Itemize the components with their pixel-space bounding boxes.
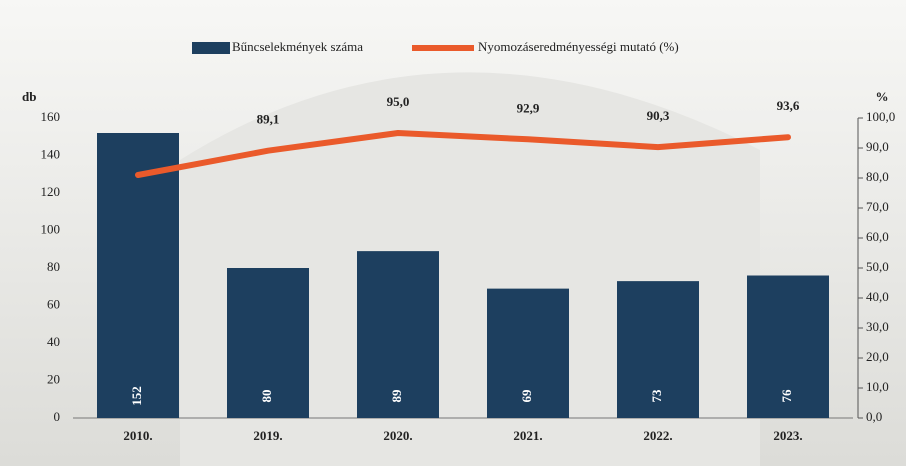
y-tick-label: 40 (47, 334, 60, 349)
bar-value-label: 69 (519, 389, 534, 403)
y2-tick-label: 20,0 (866, 349, 889, 364)
bar (357, 251, 439, 418)
y2-tick-label: 80,0 (866, 169, 889, 184)
line-value-label: 90,3 (647, 108, 670, 123)
bar-value-label: 89 (389, 389, 404, 403)
y2-tick-label: 60,0 (866, 229, 889, 244)
line-value-label: 92,9 (517, 100, 540, 115)
y-tick-label: 100 (41, 221, 61, 236)
bar-value-label: 152 (129, 386, 144, 406)
y2-axis-label: % (876, 89, 889, 104)
bar-value-label: 80 (259, 390, 274, 403)
bar (227, 268, 309, 418)
x-tick-label: 2023. (773, 428, 802, 443)
legend-swatch (192, 42, 230, 54)
x-tick-label: 2019. (253, 428, 282, 443)
y-tick-label: 160 (41, 109, 61, 124)
y2-tick-label: 0,0 (866, 409, 882, 424)
bar (487, 288, 569, 418)
y-tick-label: 120 (41, 184, 61, 199)
y-tick-label: 140 (41, 146, 61, 161)
x-tick-label: 2020. (383, 428, 412, 443)
x-tick-label: 2010. (123, 428, 152, 443)
background-building (180, 72, 760, 466)
bar (747, 275, 829, 418)
line (135, 130, 791, 178)
line-value-label: 89,1 (257, 112, 280, 127)
y2-tick-label: 50,0 (866, 259, 889, 274)
y-tick-label: 0 (54, 409, 61, 424)
y2-tick-label: 40,0 (866, 289, 889, 304)
y-axis-label: db (22, 89, 36, 104)
y2-tick-label: 10,0 (866, 379, 889, 394)
y2-tick-label: 30,0 (866, 319, 889, 334)
x-tick-label: 2021. (513, 428, 542, 443)
y2-tick-label: 100,0 (866, 109, 895, 124)
legend-label: Nyomozáseredményességi mutató (%) (478, 39, 679, 54)
line-value-label: 93,6 (777, 98, 800, 113)
line-value-label: 95,0 (387, 94, 410, 109)
bar (97, 133, 179, 418)
bar (617, 281, 699, 418)
y-tick-label: 60 (47, 296, 60, 311)
y2-tick-label: 90,0 (866, 139, 889, 154)
y2-tick-label: 70,0 (866, 199, 889, 214)
legend-label: Bűncselekmények száma (232, 39, 363, 54)
y-tick-label: 20 (47, 371, 60, 386)
x-tick-label: 2022. (643, 428, 672, 443)
bar-value-label: 76 (779, 389, 794, 403)
y-tick-label: 80 (47, 259, 60, 274)
bar-value-label: 73 (649, 389, 664, 403)
